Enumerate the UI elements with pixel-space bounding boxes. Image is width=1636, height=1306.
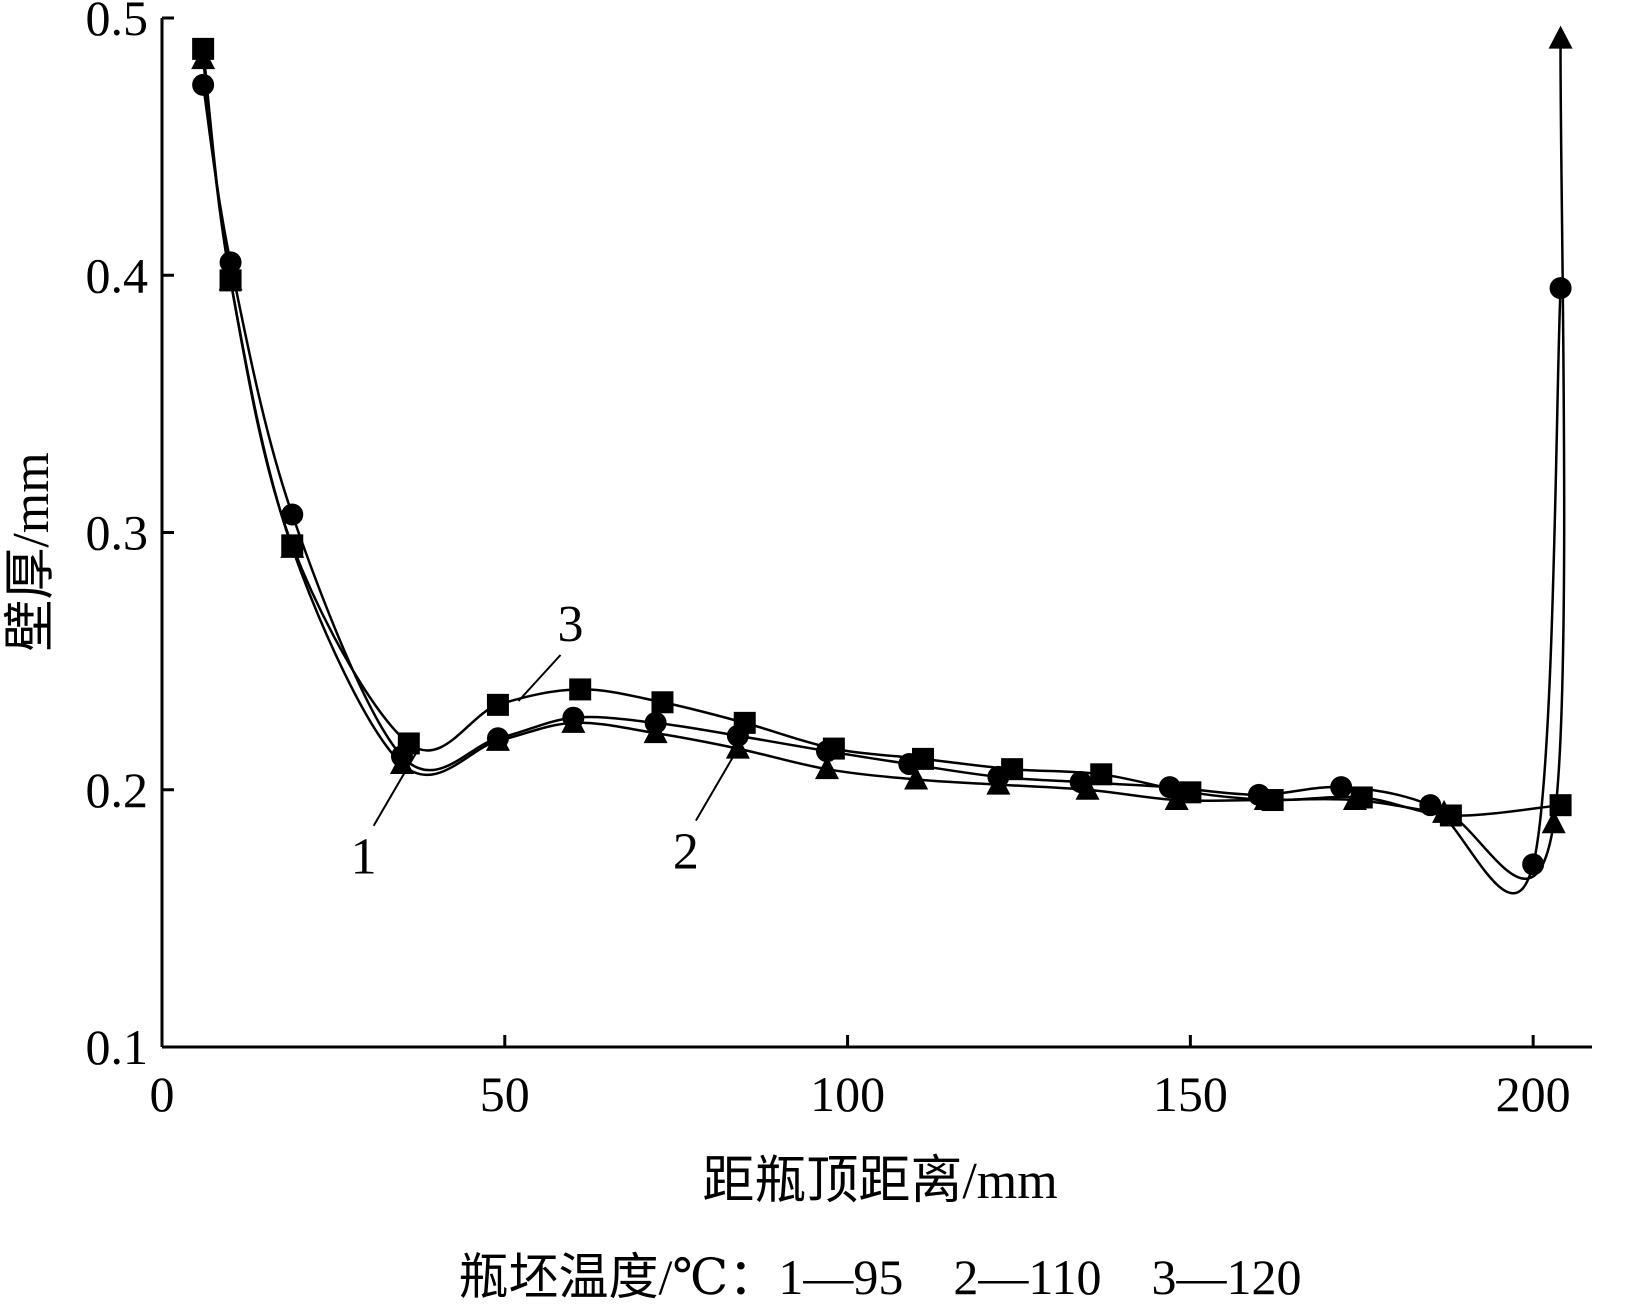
series-1-point <box>192 73 215 96</box>
x-axis-title: 距瓶顶距离/mm <box>702 1153 1057 1210</box>
series-2-point <box>815 756 840 780</box>
series-2-point <box>1075 776 1100 800</box>
x-tick-label: 200 <box>1496 1066 1571 1122</box>
curve-label-3: 3 <box>558 596 584 653</box>
series-2-point <box>643 720 668 744</box>
series-3-point <box>1261 789 1284 812</box>
series-3-point <box>1001 758 1024 781</box>
series-3-line <box>201 48 1561 817</box>
curve-label-1: 1 <box>351 829 377 886</box>
series-2-point <box>485 727 510 751</box>
x-tick-label: 0 <box>150 1066 175 1122</box>
series-2-point <box>1164 787 1189 811</box>
series-markers <box>191 25 1573 876</box>
y-ticks: 0.1 0.2 0.3 0.4 0.5 <box>86 0 174 1075</box>
series-2-point <box>986 771 1011 795</box>
y-tick-label: 0.1 <box>86 1019 149 1075</box>
series-1-line <box>201 84 1562 895</box>
series-3-point <box>219 269 242 292</box>
y-tick-label: 0.2 <box>86 762 149 818</box>
legend-caption: 瓶坯温度/℃：1—95 2—110 3—120 <box>459 1249 1302 1305</box>
series-3-point <box>281 534 304 557</box>
series-2-point <box>725 735 750 759</box>
curve-label-2-leader <box>695 748 739 822</box>
series-3-point <box>1439 804 1462 827</box>
series-2-point <box>1541 810 1566 834</box>
y-tick-label: 0.3 <box>86 505 149 561</box>
curve-label-3-leader <box>517 654 562 702</box>
series-2-point <box>904 766 929 790</box>
series-2-point <box>1548 25 1573 49</box>
series-3-point <box>569 678 592 701</box>
x-tick-label: 150 <box>1153 1066 1228 1122</box>
series-3-point <box>733 711 756 734</box>
x-tick-label: 50 <box>480 1066 530 1122</box>
series-1-point <box>1419 794 1442 817</box>
series-3-point <box>911 747 934 770</box>
series-3-point <box>651 691 674 714</box>
series-3-point <box>486 693 509 716</box>
series-1-point <box>1549 277 1572 300</box>
series-1-point <box>219 251 242 274</box>
curve-labels: 1 2 3 <box>351 596 739 886</box>
x-tick-label: 100 <box>810 1066 885 1122</box>
curve-label-2: 2 <box>673 824 699 881</box>
series-1-point <box>1522 853 1545 876</box>
series-3-point <box>1179 781 1202 804</box>
series-3-point <box>1549 794 1572 817</box>
x-ticks: 0 50 100 150 200 <box>150 1035 1571 1122</box>
series-1-point <box>281 503 304 526</box>
series-3-point <box>1090 763 1113 786</box>
y-tick-label: 0.5 <box>86 0 149 46</box>
series-3-point <box>397 732 420 755</box>
series-3-point <box>822 737 845 760</box>
y-tick-label: 0.4 <box>86 247 149 303</box>
series-3-point <box>1350 786 1373 809</box>
y-axis-title: 壁厚/mm <box>3 452 60 651</box>
series-2-line <box>201 38 1566 880</box>
series-1-point <box>1330 776 1353 799</box>
curve-label-1-leader <box>372 753 417 827</box>
series-3-point <box>192 37 215 60</box>
plot-area: 0 50 100 150 200 0.1 0.2 0.3 0.4 0.5 1 2 3 <box>86 0 1592 1122</box>
series-2-point <box>561 709 586 733</box>
